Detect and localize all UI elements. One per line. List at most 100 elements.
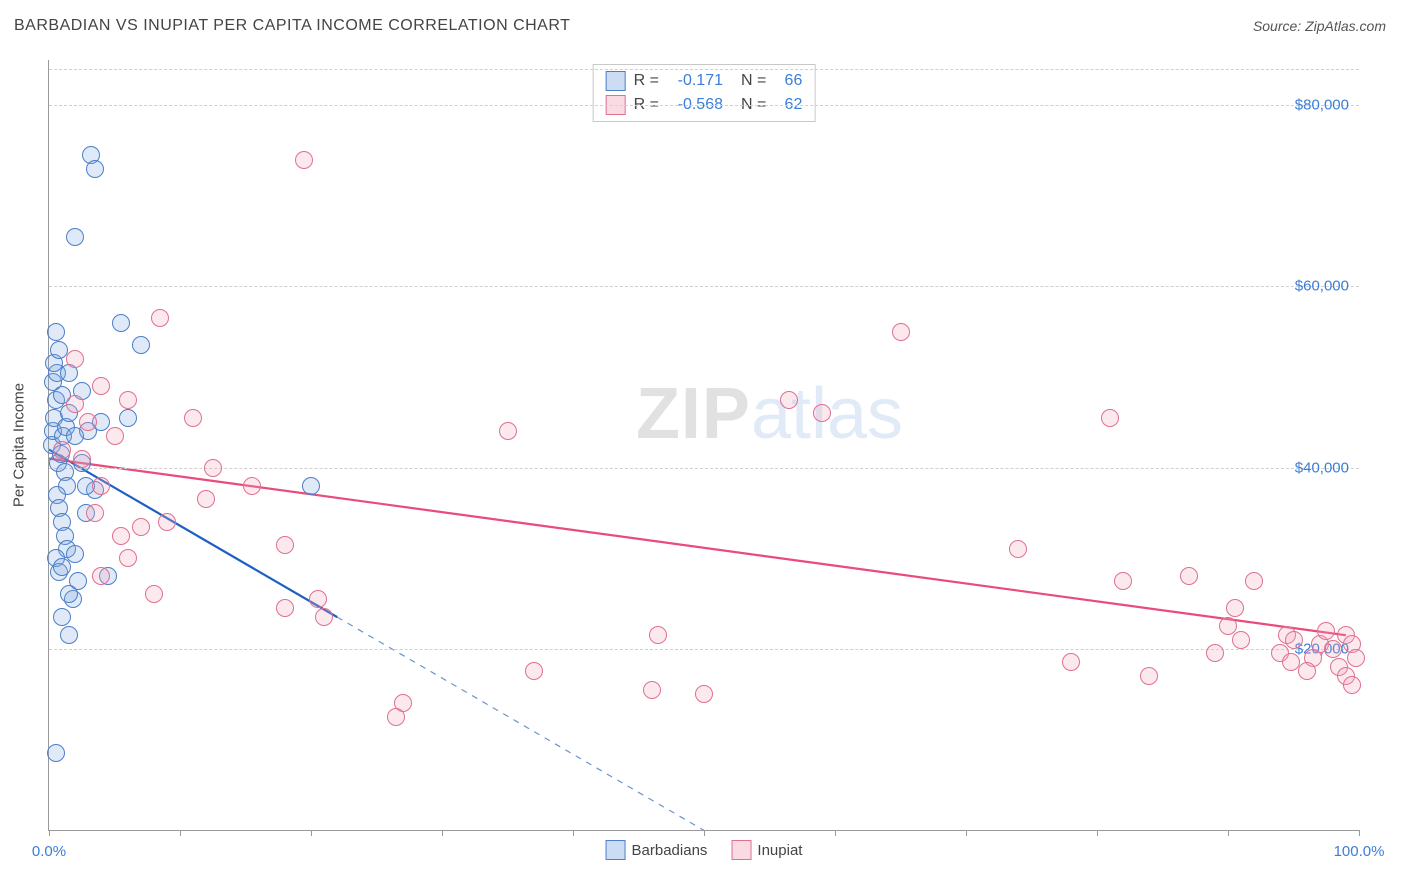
x-tick <box>1228 830 1229 836</box>
data-point <box>106 427 124 445</box>
data-point <box>1009 540 1027 558</box>
data-point <box>184 409 202 427</box>
trend-lines <box>49 60 1359 830</box>
data-point <box>112 527 130 545</box>
data-point <box>66 545 84 563</box>
grid-line <box>49 105 1359 106</box>
data-point <box>1347 649 1365 667</box>
data-point <box>1232 631 1250 649</box>
stats-row: R =-0.171N =66 <box>606 69 803 93</box>
data-point <box>86 504 104 522</box>
x-tick <box>49 830 50 836</box>
data-point <box>53 608 71 626</box>
x-tick <box>442 830 443 836</box>
data-point <box>813 404 831 422</box>
data-point <box>295 151 313 169</box>
y-tick-label: $80,000 <box>1295 97 1349 114</box>
data-point <box>119 549 137 567</box>
data-point <box>309 590 327 608</box>
stat-n-value: 66 <box>774 69 802 93</box>
source-label: Source: ZipAtlas.com <box>1253 18 1386 34</box>
data-point <box>1140 667 1158 685</box>
x-tick <box>835 830 836 836</box>
data-point <box>119 409 137 427</box>
data-point <box>73 450 91 468</box>
data-point <box>1324 640 1342 658</box>
data-point <box>60 626 78 644</box>
legend-label: Inupiat <box>757 842 802 859</box>
data-point <box>1062 653 1080 671</box>
x-tick <box>1359 830 1360 836</box>
x-tick-label: 100.0% <box>1334 843 1385 860</box>
data-point <box>1343 676 1361 694</box>
data-point <box>276 536 294 554</box>
data-point <box>92 477 110 495</box>
y-tick-label: $40,000 <box>1295 459 1349 476</box>
watermark: ZIPatlas <box>636 373 903 455</box>
x-tick-label: 0.0% <box>32 843 66 860</box>
x-tick <box>573 830 574 836</box>
legend: Barbadians Inupiat <box>606 840 803 860</box>
data-point <box>53 441 71 459</box>
stats-box: R =-0.171N =66R =-0.568N =62 <box>593 64 816 122</box>
legend-swatch <box>606 840 626 860</box>
grid-line <box>49 286 1359 287</box>
data-point <box>1180 567 1198 585</box>
grid-line <box>49 468 1359 469</box>
data-point <box>649 626 667 644</box>
data-point <box>145 585 163 603</box>
x-tick <box>311 830 312 836</box>
data-point <box>66 350 84 368</box>
data-point <box>66 228 84 246</box>
data-point <box>276 599 294 617</box>
data-point <box>119 391 137 409</box>
legend-item: Inupiat <box>731 840 802 860</box>
stat-r-label: R = <box>634 69 659 93</box>
data-point <box>60 585 78 603</box>
trend-line <box>49 450 337 618</box>
data-point <box>197 490 215 508</box>
plot-area: Per Capita Income ZIPatlas R =-0.171N =6… <box>48 60 1359 831</box>
data-point <box>1245 572 1263 590</box>
data-point <box>66 427 84 445</box>
x-tick <box>180 830 181 836</box>
data-point <box>204 459 222 477</box>
data-point <box>892 323 910 341</box>
legend-label: Barbadians <box>632 842 708 859</box>
x-tick <box>966 830 967 836</box>
data-point <box>47 744 65 762</box>
data-point <box>525 662 543 680</box>
data-point <box>66 395 84 413</box>
data-point <box>387 708 405 726</box>
x-tick <box>704 830 705 836</box>
data-point <box>132 336 150 354</box>
data-point <box>243 477 261 495</box>
data-point <box>79 413 97 431</box>
data-point <box>643 681 661 699</box>
data-point <box>1226 599 1244 617</box>
legend-swatch <box>731 840 751 860</box>
y-tick-label: $60,000 <box>1295 278 1349 295</box>
data-point <box>780 391 798 409</box>
data-point <box>132 518 150 536</box>
data-point <box>1285 631 1303 649</box>
legend-swatch <box>606 71 626 91</box>
data-point <box>47 323 65 341</box>
data-point <box>53 558 71 576</box>
data-point <box>1114 572 1132 590</box>
grid-line <box>49 69 1359 70</box>
data-point <box>151 309 169 327</box>
data-point <box>499 422 517 440</box>
chart-title: BARBADIAN VS INUPIAT PER CAPITA INCOME C… <box>14 17 570 35</box>
grid-line <box>49 649 1359 650</box>
data-point <box>1206 644 1224 662</box>
data-point <box>315 608 333 626</box>
data-point <box>1298 662 1316 680</box>
legend-item: Barbadians <box>606 840 708 860</box>
data-point <box>92 377 110 395</box>
data-point <box>86 160 104 178</box>
data-point <box>302 477 320 495</box>
header: BARBADIAN VS INUPIAT PER CAPITA INCOME C… <box>0 0 1406 46</box>
stat-r-value: -0.171 <box>667 69 723 93</box>
data-point <box>1317 622 1335 640</box>
